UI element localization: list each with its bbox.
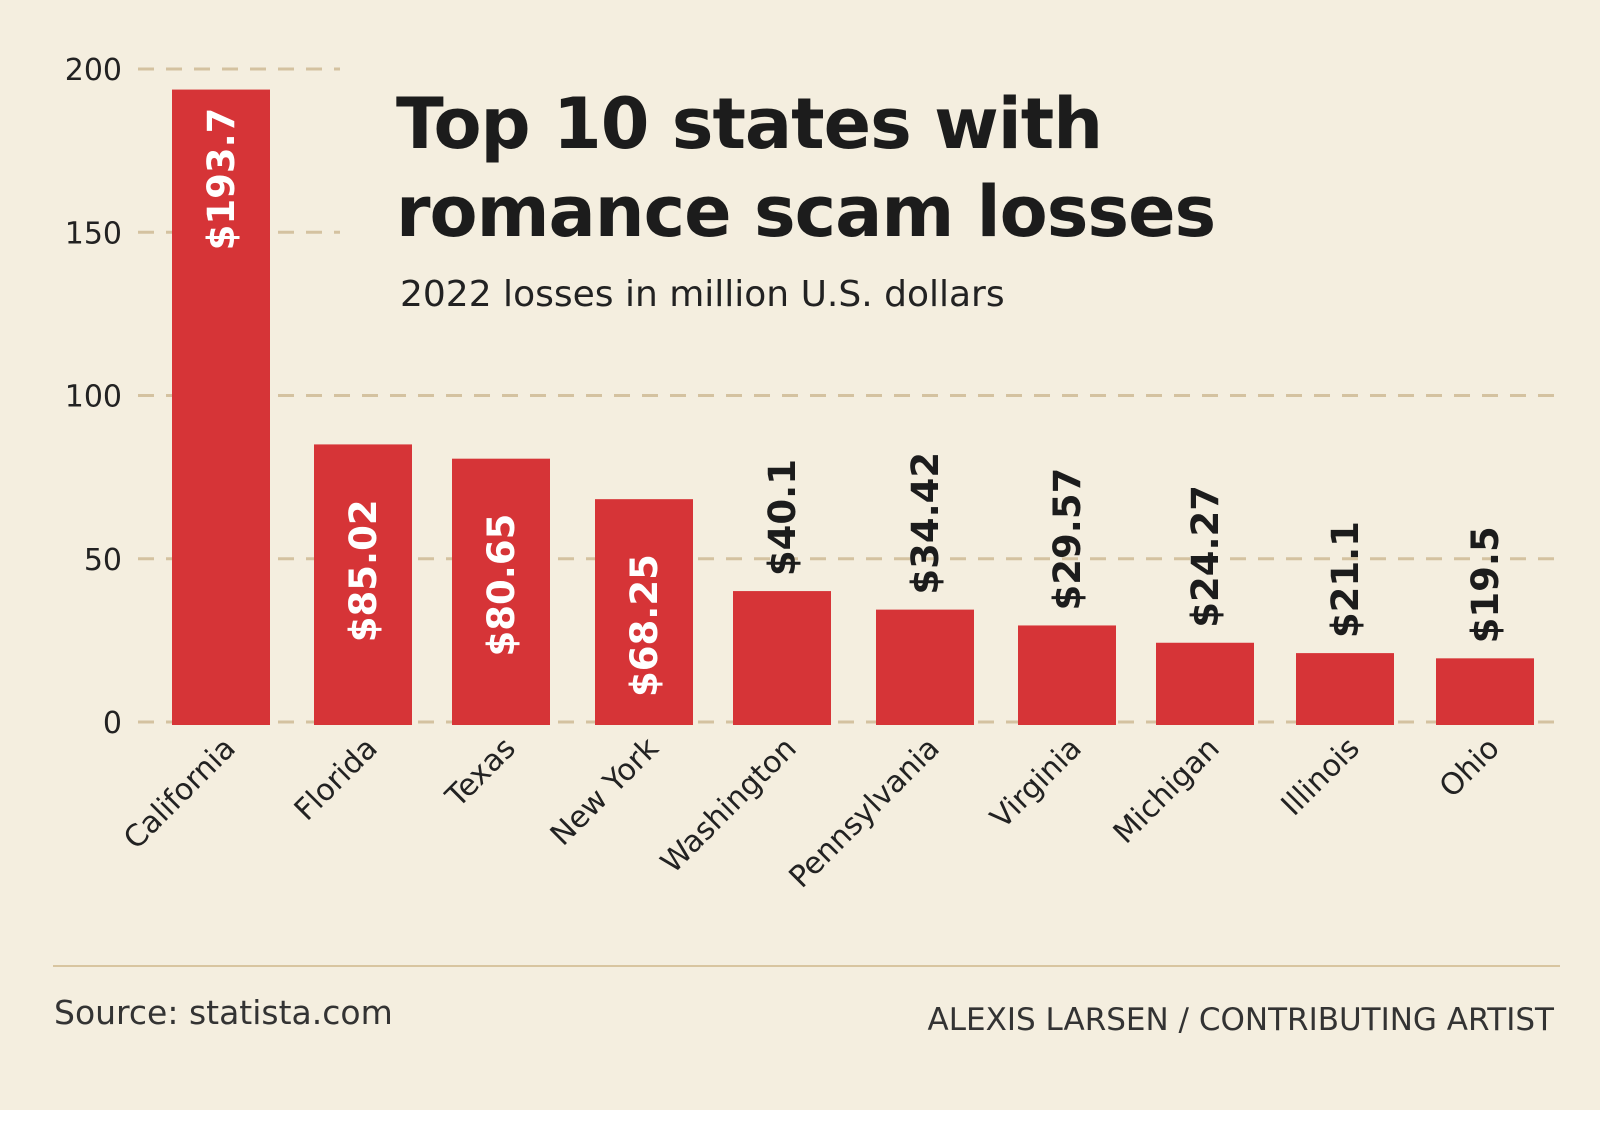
source-note: Source: statista.com bbox=[54, 993, 393, 1032]
artist-credit: ALEXIS LARSEN / CONTRIBUTING ARTIST bbox=[927, 1002, 1554, 1038]
x-tick-label: Florida bbox=[288, 731, 385, 828]
bar bbox=[314, 444, 412, 725]
x-tick-label: New York bbox=[544, 730, 666, 852]
y-tick-label: 0 bbox=[103, 706, 122, 741]
chart-title: Top 10 states with romance scam losses bbox=[396, 80, 1216, 256]
divider bbox=[53, 965, 1560, 967]
data-label: $80.65 bbox=[480, 514, 523, 657]
x-tick-label: Michigan bbox=[1107, 731, 1227, 851]
y-tick-label: 150 bbox=[65, 216, 122, 251]
data-label: $34.42 bbox=[904, 452, 947, 595]
data-label: $19.5 bbox=[1464, 526, 1507, 643]
x-tick-label: Illinois bbox=[1275, 731, 1367, 823]
bar bbox=[733, 591, 831, 725]
data-label: $68.25 bbox=[623, 554, 666, 697]
y-tick-label: 50 bbox=[84, 543, 122, 578]
bar bbox=[1156, 642, 1254, 725]
data-label: $40.1 bbox=[761, 459, 804, 576]
bar bbox=[452, 458, 550, 725]
bar bbox=[595, 499, 693, 725]
bar bbox=[1436, 658, 1534, 725]
bar-chart: 0 50 100 150 200 $193.7 California $85.02 Florid… bbox=[65, 53, 1562, 895]
x-tick-label: Ohio bbox=[1433, 731, 1507, 805]
data-label: $85.02 bbox=[342, 499, 385, 642]
data-label: $193.7 bbox=[200, 108, 243, 251]
y-tick-label: 100 bbox=[65, 380, 122, 415]
y-tick-label: 200 bbox=[65, 53, 122, 88]
chart-title-line-1: Top 10 states with bbox=[396, 83, 1103, 165]
data-label: $29.57 bbox=[1046, 468, 1089, 611]
chart-title-line-2: romance scam losses bbox=[396, 171, 1216, 253]
bar bbox=[172, 89, 270, 725]
x-tick-label: Texas bbox=[439, 731, 523, 815]
chart-subtitle: 2022 losses in million U.S. dollars bbox=[400, 274, 1005, 315]
bar bbox=[876, 609, 974, 725]
bar bbox=[1296, 653, 1394, 725]
x-tick-label: Virginia bbox=[984, 731, 1089, 836]
bar bbox=[1018, 625, 1116, 725]
x-tick-label: California bbox=[117, 731, 242, 856]
data-label: $21.1 bbox=[1324, 521, 1367, 638]
x-tick-label: Washington bbox=[654, 731, 803, 880]
x-tick-label: Pennsylvania bbox=[783, 731, 947, 895]
data-label: $24.27 bbox=[1184, 485, 1227, 628]
